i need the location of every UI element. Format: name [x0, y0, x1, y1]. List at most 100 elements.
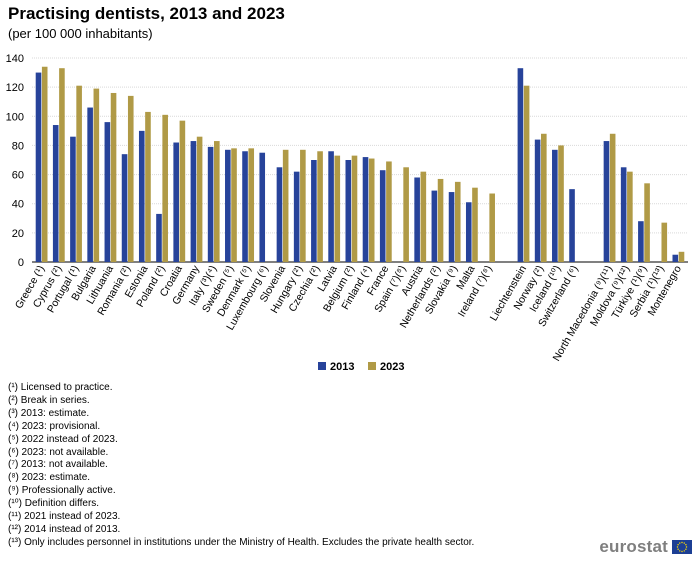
bar-2023	[162, 114, 168, 262]
bar-2013	[121, 154, 128, 262]
bar-2023	[59, 68, 65, 262]
bar-2013	[242, 151, 248, 262]
bar-2013	[638, 221, 644, 262]
bar-2013	[517, 68, 524, 262]
y-tick-label: 20	[12, 228, 24, 240]
bar-2013	[552, 149, 558, 262]
bar-2013	[173, 142, 179, 262]
bar-2023	[196, 136, 203, 262]
bars	[35, 66, 685, 263]
bar-2013	[620, 167, 627, 262]
footnote: (⁴) 2023: provisional.	[8, 420, 101, 432]
bar-2023	[454, 181, 461, 262]
bar-2023	[609, 133, 616, 262]
eu-flag-icon	[672, 540, 692, 554]
bar-2023	[368, 158, 375, 262]
y-tick-label: 140	[6, 53, 24, 65]
x-axis-ticks: Greece (¹)Cyprus (²)Portugal (¹)Bulgaria…	[13, 263, 684, 363]
bar-2023	[403, 167, 409, 262]
bar-2023	[437, 178, 444, 262]
bar-2023	[248, 148, 255, 262]
bar-2023	[127, 95, 134, 262]
flag-star	[676, 546, 679, 548]
bar-2023	[386, 161, 392, 262]
logo-text: eurostat	[599, 537, 668, 556]
bar-2023	[231, 148, 237, 262]
y-tick-label: 0	[18, 257, 24, 269]
footnote: (¹²) 2014 instead of 2013.	[8, 523, 121, 535]
bar-2023	[420, 171, 427, 262]
bar-2023	[558, 145, 564, 262]
flag-star	[681, 550, 683, 553]
bar-2013	[569, 189, 575, 262]
bar-2013	[379, 170, 386, 262]
y-axis-ticks: 0 20 40 60 80 100 120 140	[6, 53, 24, 269]
y-tick-label: 80	[12, 140, 24, 152]
legend-label-2013: 2013	[330, 361, 354, 373]
bar-2013	[104, 122, 111, 262]
footnotes: (¹) Licensed to practice. (²) Break in se…	[8, 382, 474, 550]
bar-2013	[465, 202, 472, 262]
bar-2023	[214, 141, 220, 262]
bar-2013	[190, 141, 197, 262]
flag-star	[677, 548, 679, 550]
bar-2013	[534, 139, 541, 262]
bar-2013	[138, 130, 145, 262]
footnote: (¹³) Only includes personnel in institut…	[8, 536, 475, 548]
flag-star	[685, 544, 687, 546]
flag-star	[685, 546, 688, 548]
bar-2023	[76, 85, 82, 262]
flag-star	[683, 550, 685, 552]
bar-2023	[661, 222, 668, 262]
bar-2013	[362, 157, 369, 262]
bar-2023	[110, 92, 117, 262]
bar-2013	[414, 177, 420, 262]
footnote: (⁷) 2013: not available.	[8, 459, 108, 471]
bar-2023	[145, 111, 151, 263]
y-tick-label: 40	[12, 199, 24, 211]
flag-star	[683, 542, 685, 544]
bar-2023	[93, 88, 100, 262]
bar-2013	[259, 152, 266, 262]
footnote: (³) 2013: estimate.	[8, 407, 90, 419]
bar-2013	[156, 213, 162, 262]
bar-2013	[311, 160, 317, 262]
bar-2023	[317, 151, 323, 262]
bar-2023	[179, 120, 186, 263]
bar-2023	[489, 193, 495, 262]
y-tick-label: 120	[6, 82, 24, 94]
y-tick-label: 100	[6, 111, 24, 123]
flag-background	[672, 540, 692, 554]
flag-star	[685, 548, 687, 550]
bar-2013	[87, 107, 93, 263]
footnote: (⁸) 2023: estimate.	[8, 472, 91, 484]
bar-2023	[41, 66, 48, 262]
bar-2023	[678, 251, 685, 262]
bar-2023	[334, 155, 341, 262]
bar-2023	[282, 149, 289, 262]
bar-2023	[523, 85, 530, 262]
bar-2023	[300, 149, 306, 262]
bar-2013	[276, 167, 283, 262]
bar-2013	[448, 192, 455, 262]
bar-2013	[431, 190, 438, 262]
bar-2023	[472, 187, 478, 262]
bar-2013	[345, 160, 352, 262]
footnote: (⁹) Professionally active.	[8, 485, 116, 497]
gridlines	[32, 57, 688, 263]
flag-star	[679, 542, 681, 544]
bar-2013	[225, 149, 231, 262]
bar-2013	[672, 254, 679, 262]
eurostat-logo: eurostat	[599, 536, 692, 558]
bar-2023	[627, 171, 633, 262]
bar-2023	[644, 183, 650, 262]
bar-2023	[541, 133, 547, 262]
flag-star	[681, 541, 683, 544]
bar-chart: 0 20 40 60 80 100 120 140 Greece (¹)Cyprus (²)P…	[6, 53, 688, 373]
legend-swatch-2013	[318, 362, 326, 370]
bar-2013	[328, 151, 334, 262]
flag-star	[677, 544, 679, 546]
footnote: (²) Break in series.	[8, 394, 90, 406]
footnote: (¹⁰) Definition differs.	[8, 498, 100, 510]
bar-2013	[52, 125, 59, 263]
